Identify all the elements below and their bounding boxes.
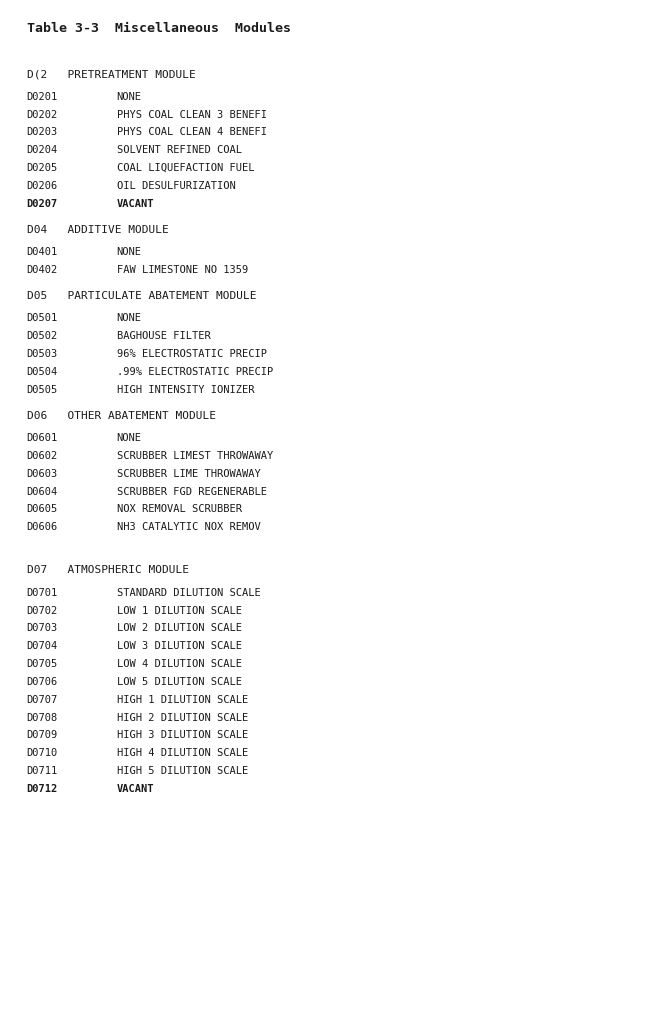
Text: D0205: D0205 xyxy=(27,163,58,173)
Text: D0604: D0604 xyxy=(27,486,58,496)
Text: D0502: D0502 xyxy=(27,331,58,341)
Text: NONE: NONE xyxy=(117,313,142,323)
Text: HIGH 1 DILUTION SCALE: HIGH 1 DILUTION SCALE xyxy=(117,695,248,705)
Text: D0712: D0712 xyxy=(27,784,58,794)
Text: D0702: D0702 xyxy=(27,605,58,615)
Text: PHYS COAL CLEAN 3 BENEFI: PHYS COAL CLEAN 3 BENEFI xyxy=(117,110,266,119)
Text: COAL LIQUEFACTION FUEL: COAL LIQUEFACTION FUEL xyxy=(117,163,254,173)
Text: FAW LIMESTONE NO 1359: FAW LIMESTONE NO 1359 xyxy=(117,265,248,275)
Text: D0605: D0605 xyxy=(27,504,58,515)
Text: D04   ADDITIVE MODULE: D04 ADDITIVE MODULE xyxy=(27,224,168,234)
Text: D0202: D0202 xyxy=(27,110,58,119)
Text: D0701: D0701 xyxy=(27,588,58,598)
Text: D0402: D0402 xyxy=(27,265,58,275)
Text: NONE: NONE xyxy=(117,433,142,443)
Text: D0708: D0708 xyxy=(27,712,58,722)
Text: SCRUBBER FGD REGENERABLE: SCRUBBER FGD REGENERABLE xyxy=(117,486,266,496)
Text: D0706: D0706 xyxy=(27,677,58,687)
Text: SCRUBBER LIMEST THROWAWAY: SCRUBBER LIMEST THROWAWAY xyxy=(117,450,273,461)
Text: D0505: D0505 xyxy=(27,384,58,394)
Text: D0705: D0705 xyxy=(27,659,58,669)
Text: D0709: D0709 xyxy=(27,731,58,741)
Text: SCRUBBER LIME THROWAWAY: SCRUBBER LIME THROWAWAY xyxy=(117,469,260,479)
Text: D0711: D0711 xyxy=(27,766,58,776)
Text: D0203: D0203 xyxy=(27,127,58,138)
Text: D0207: D0207 xyxy=(27,199,58,209)
Text: D0401: D0401 xyxy=(27,247,58,257)
Text: D0204: D0204 xyxy=(27,146,58,155)
Text: LOW 3 DILUTION SCALE: LOW 3 DILUTION SCALE xyxy=(117,641,242,651)
Text: D0504: D0504 xyxy=(27,367,58,377)
Text: OIL DESULFURIZATION: OIL DESULFURIZATION xyxy=(117,180,235,191)
Text: LOW 5 DILUTION SCALE: LOW 5 DILUTION SCALE xyxy=(117,677,242,687)
Text: VACANT: VACANT xyxy=(117,199,154,209)
Text: HIGH 5 DILUTION SCALE: HIGH 5 DILUTION SCALE xyxy=(117,766,248,776)
Text: D0606: D0606 xyxy=(27,522,58,532)
Text: LOW 2 DILUTION SCALE: LOW 2 DILUTION SCALE xyxy=(117,624,242,634)
Text: NONE: NONE xyxy=(117,92,142,102)
Text: D0206: D0206 xyxy=(27,180,58,191)
Text: HIGH 3 DILUTION SCALE: HIGH 3 DILUTION SCALE xyxy=(117,731,248,741)
Text: D(2   PRETREATMENT MODULE: D(2 PRETREATMENT MODULE xyxy=(27,69,195,79)
Text: NH3 CATALYTIC NOX REMOV: NH3 CATALYTIC NOX REMOV xyxy=(117,522,260,532)
Text: Table 3-3  Miscellaneous  Modules: Table 3-3 Miscellaneous Modules xyxy=(27,22,290,36)
Text: D0601: D0601 xyxy=(27,433,58,443)
Text: HIGH 2 DILUTION SCALE: HIGH 2 DILUTION SCALE xyxy=(117,712,248,722)
Text: .99% ELECTROSTATIC PRECIP: .99% ELECTROSTATIC PRECIP xyxy=(117,367,273,377)
Text: LOW 1 DILUTION SCALE: LOW 1 DILUTION SCALE xyxy=(117,605,242,615)
Text: NOX REMOVAL SCRUBBER: NOX REMOVAL SCRUBBER xyxy=(117,504,242,515)
Text: D0501: D0501 xyxy=(27,313,58,323)
Text: HIGH INTENSITY IONIZER: HIGH INTENSITY IONIZER xyxy=(117,384,254,394)
Text: D0704: D0704 xyxy=(27,641,58,651)
Text: NONE: NONE xyxy=(117,247,142,257)
Text: LOW 4 DILUTION SCALE: LOW 4 DILUTION SCALE xyxy=(117,659,242,669)
Text: HIGH 4 DILUTION SCALE: HIGH 4 DILUTION SCALE xyxy=(117,748,248,758)
Text: D07   ATMOSPHERIC MODULE: D07 ATMOSPHERIC MODULE xyxy=(27,566,188,576)
Text: D05   PARTICULATE ABATEMENT MODULE: D05 PARTICULATE ABATEMENT MODULE xyxy=(27,290,256,301)
Text: D0503: D0503 xyxy=(27,348,58,359)
Text: PHYS COAL CLEAN 4 BENEFI: PHYS COAL CLEAN 4 BENEFI xyxy=(117,127,266,138)
Text: D0707: D0707 xyxy=(27,695,58,705)
Text: D0703: D0703 xyxy=(27,624,58,634)
Text: STANDARD DILUTION SCALE: STANDARD DILUTION SCALE xyxy=(117,588,260,598)
Text: BAGHOUSE FILTER: BAGHOUSE FILTER xyxy=(117,331,210,341)
Text: VACANT: VACANT xyxy=(117,784,154,794)
Text: D0602: D0602 xyxy=(27,450,58,461)
Text: D0710: D0710 xyxy=(27,748,58,758)
Text: SOLVENT REFINED COAL: SOLVENT REFINED COAL xyxy=(117,146,242,155)
Text: D0603: D0603 xyxy=(27,469,58,479)
Text: D0201: D0201 xyxy=(27,92,58,102)
Text: 96% ELECTROSTATIC PRECIP: 96% ELECTROSTATIC PRECIP xyxy=(117,348,266,359)
Text: D06   OTHER ABATEMENT MODULE: D06 OTHER ABATEMENT MODULE xyxy=(27,411,216,421)
